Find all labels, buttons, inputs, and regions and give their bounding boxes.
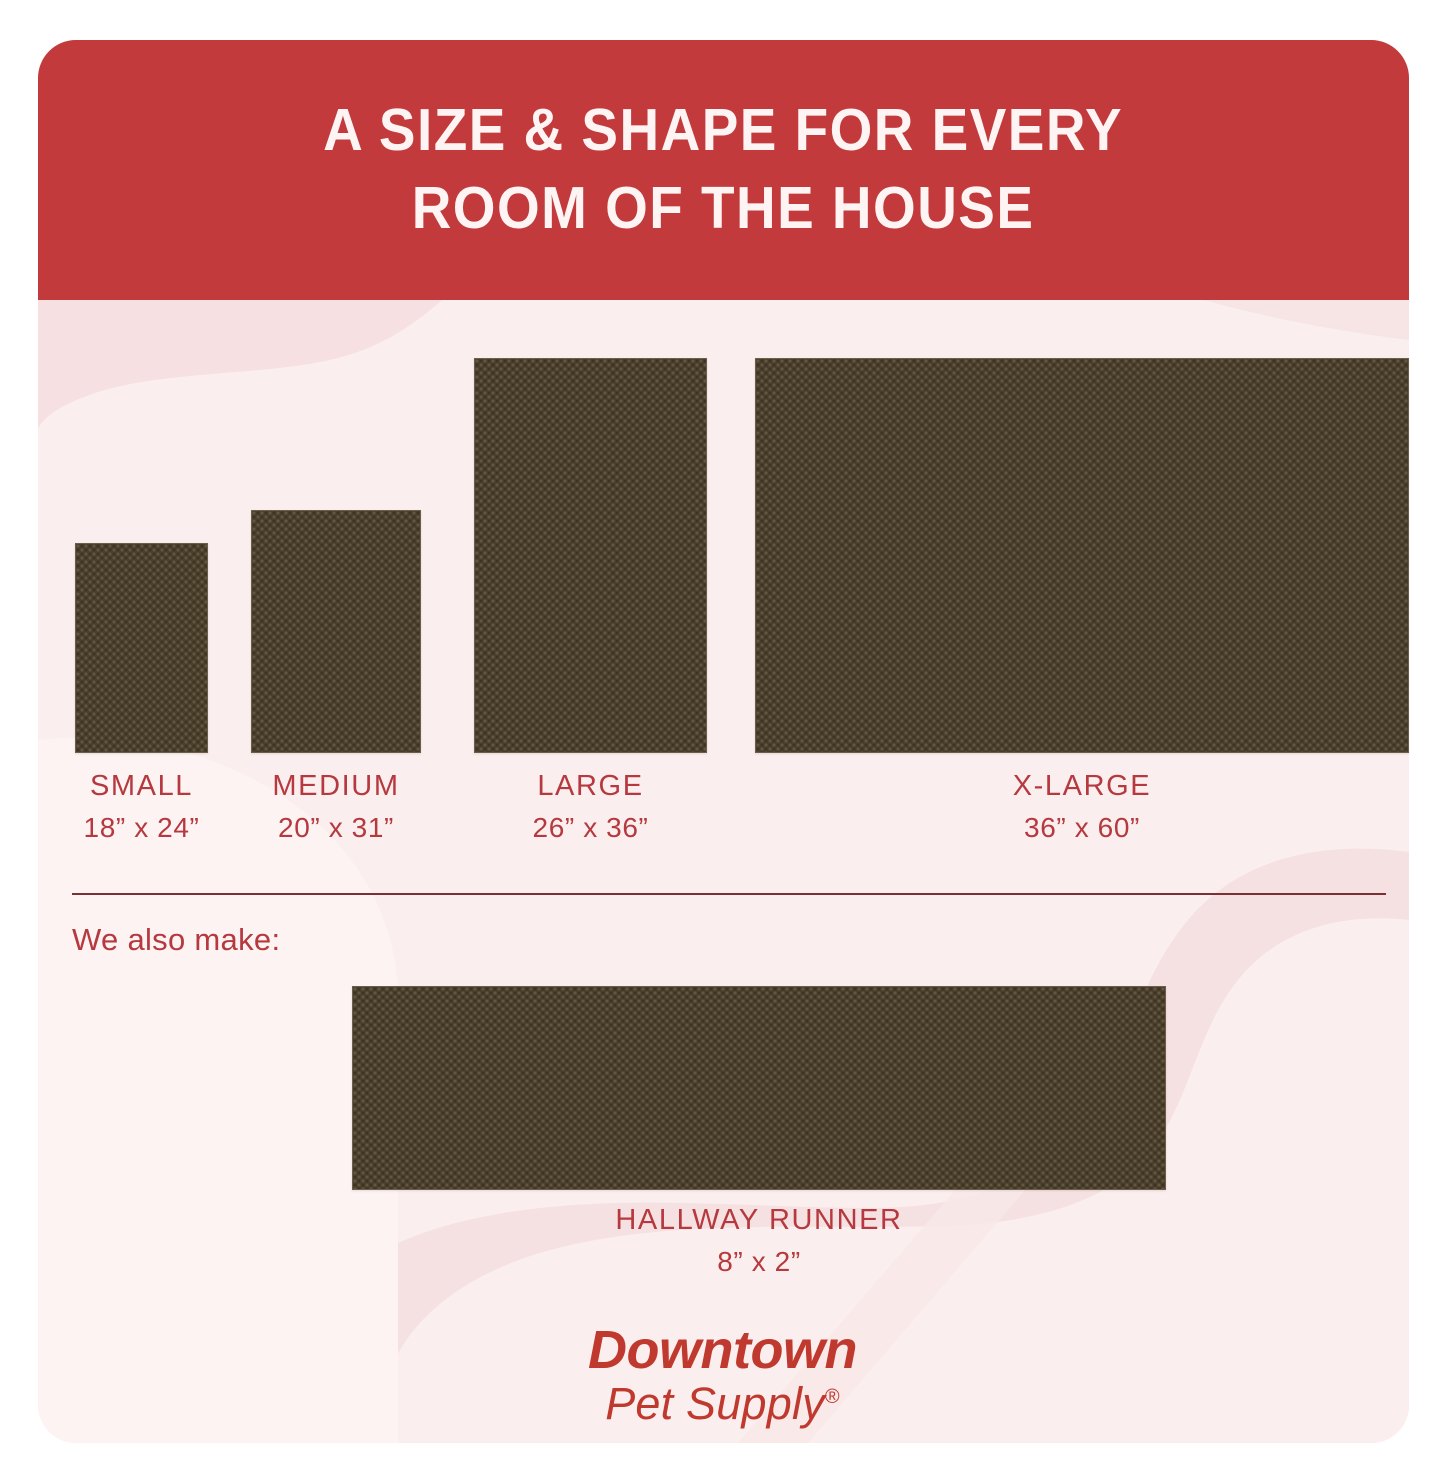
mat-x-large [755, 358, 1409, 753]
also-make-heading: We also make: [72, 922, 281, 957]
size-dims: 26” x 36” [532, 812, 649, 843]
size-name: X-LARGE [1012, 770, 1152, 802]
label-large: LARGE 26” x 36” [474, 772, 707, 842]
mat-large [474, 358, 707, 753]
page-title: A SIZE & SHAPE FOR EVERY ROOM OF THE HOU… [323, 97, 1124, 241]
header-banner: A SIZE & SHAPE FOR EVERY ROOM OF THE HOU… [38, 40, 1409, 300]
logo-pet-supply-text: Pet Supply [605, 1378, 825, 1430]
registered-trademark-icon: ® [824, 1386, 840, 1409]
label-small: SMALL 18” x 24” [45, 772, 238, 842]
size-dims: 8” x 2” [717, 1246, 801, 1277]
size-name: LARGE [537, 770, 644, 802]
section-divider [72, 893, 1386, 895]
size-name: MEDIUM [272, 770, 400, 802]
size-name: SMALL [89, 770, 194, 802]
size-dims: 20” x 31” [278, 812, 394, 843]
mat-hallway-runner [352, 986, 1166, 1190]
size-dims: 36” x 60” [1024, 812, 1140, 843]
mat-small [75, 543, 208, 753]
size-dims: 18” x 24” [83, 812, 200, 843]
label-x-large: X-LARGE 36” x 60” [755, 772, 1409, 842]
mat-medium [251, 510, 421, 753]
logo-line-downtown: Downtown [588, 1320, 857, 1380]
size-name: HALLWAY RUNNER [615, 1204, 903, 1236]
brand-logo: Downtown Pet Supply® [0, 1320, 1445, 1430]
label-medium: MEDIUM 20” x 31” [236, 772, 436, 842]
label-hallway-runner: HALLWAY RUNNER 8” x 2” [352, 1206, 1166, 1276]
logo-line-pet-supply: Pet Supply® [0, 1379, 1445, 1429]
